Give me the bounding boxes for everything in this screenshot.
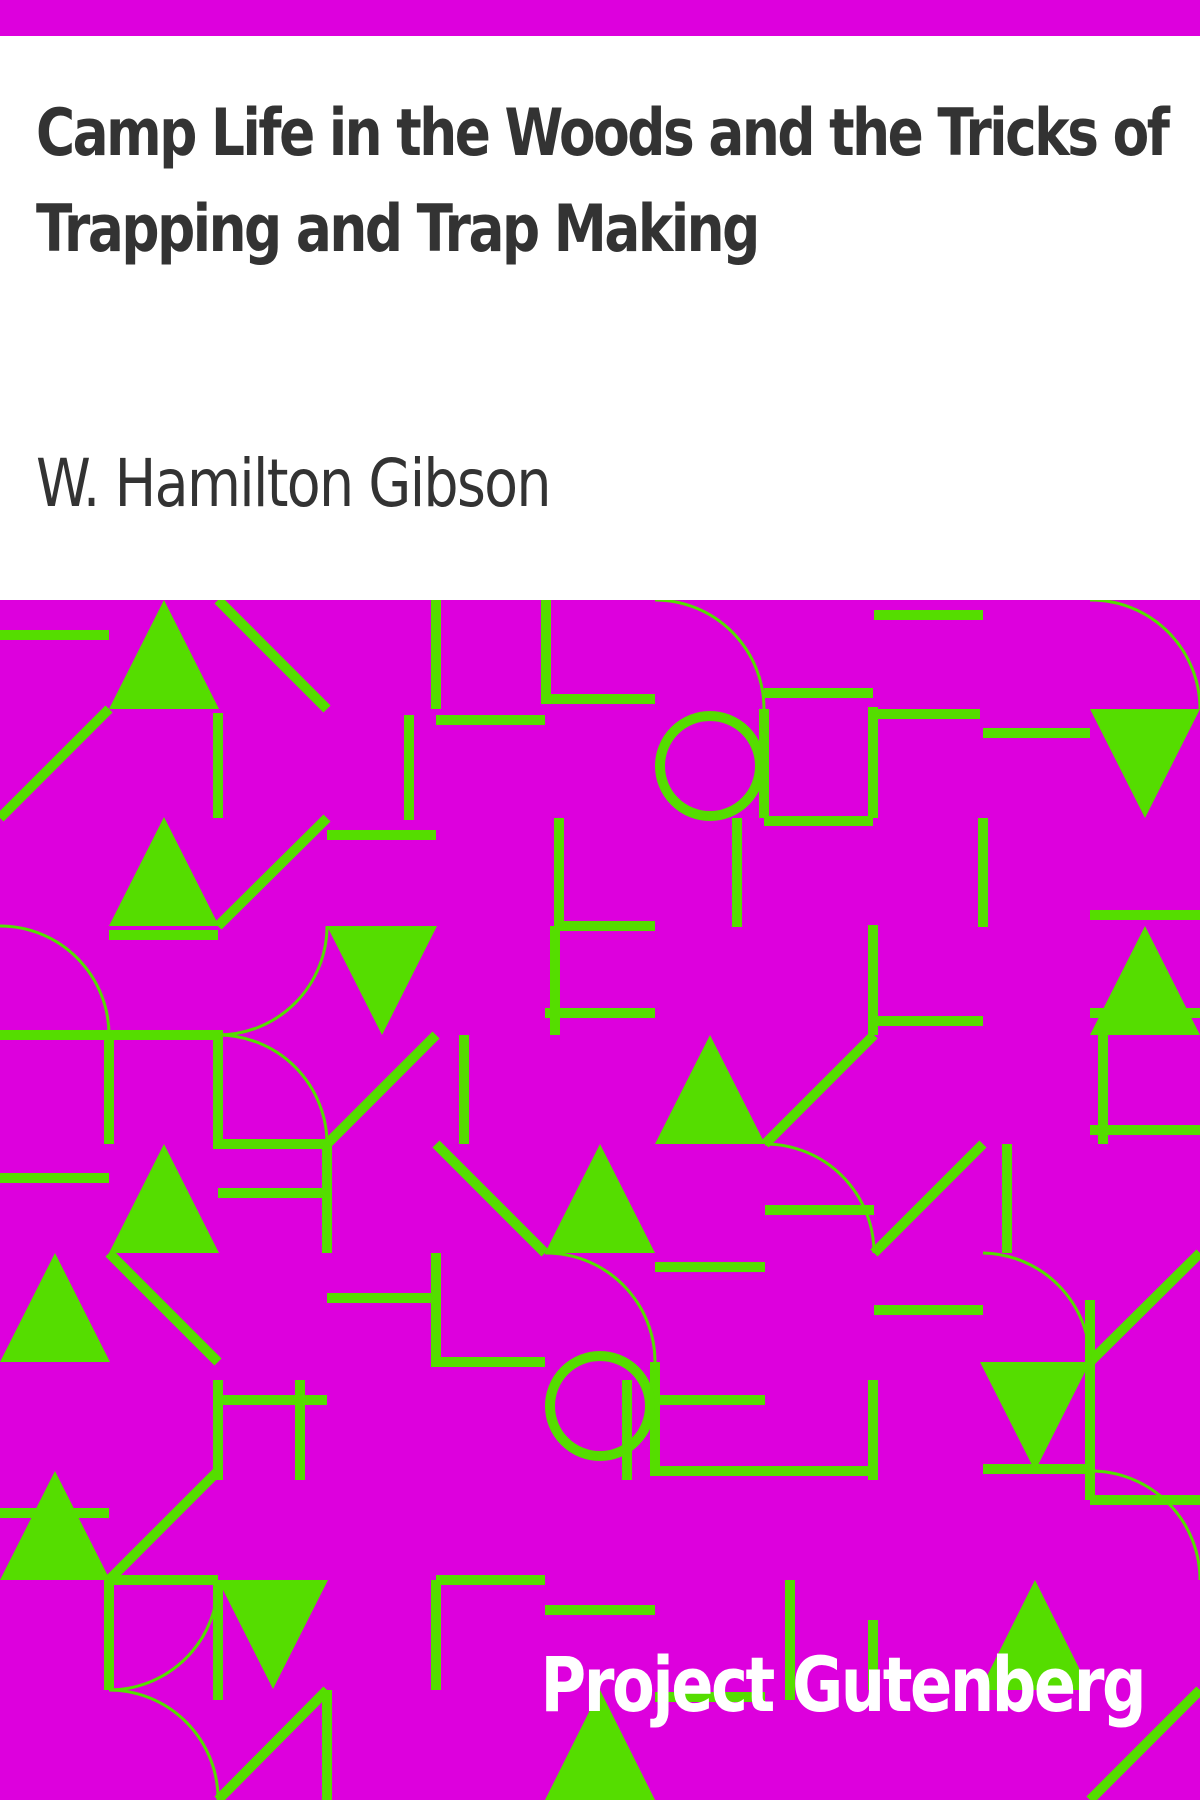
geometric-pattern bbox=[0, 600, 1200, 1800]
diagonal-line bbox=[214, 600, 331, 713]
corner-bracket bbox=[541, 600, 655, 704]
circle-icon bbox=[545, 1351, 655, 1461]
quarter-arc bbox=[764, 1142, 876, 1254]
publisher-name: Project Gutenberg bbox=[540, 1640, 1146, 1729]
title-block: Camp Life in the Woods and the Tricks of… bbox=[36, 86, 1170, 278]
triangle-up-icon bbox=[109, 600, 219, 709]
diagonal-line bbox=[105, 1467, 222, 1584]
quarter-arc bbox=[0, 924, 111, 1036]
triangle-up-icon bbox=[655, 1035, 765, 1144]
diagonal-line bbox=[761, 1031, 878, 1148]
triangle-down-icon bbox=[1090, 709, 1200, 818]
triangle-down-icon bbox=[218, 1580, 328, 1689]
quarter-arc bbox=[654, 600, 766, 710]
triangle-up-icon bbox=[980, 1580, 1090, 1690]
quarter-arc bbox=[108, 1688, 220, 1800]
diagonal-line bbox=[870, 1140, 987, 1257]
corner-bracket bbox=[431, 1253, 545, 1367]
triangle-up-icon bbox=[109, 1144, 219, 1253]
book-title-line-1: Camp Life in the Woods and the Tricks of bbox=[36, 96, 1170, 171]
triangle-up-icon bbox=[1090, 926, 1200, 1035]
diagonal-line bbox=[1086, 1686, 1200, 1800]
quarter-arc bbox=[217, 1033, 329, 1145]
book-author: W. Hamilton Gibson bbox=[36, 445, 552, 522]
quarter-arc bbox=[544, 1251, 657, 1363]
diagonal-line bbox=[214, 814, 331, 930]
triangle-down-icon bbox=[980, 1362, 1090, 1471]
cover-pattern: Project Gutenberg bbox=[0, 600, 1200, 1800]
triangle-up-icon bbox=[109, 817, 219, 926]
diagonal-line bbox=[214, 1686, 331, 1800]
diagonal-line bbox=[1086, 1249, 1200, 1366]
triangle-up-icon bbox=[545, 1690, 655, 1800]
triangle-up-icon bbox=[0, 1471, 110, 1580]
triangle-down-icon bbox=[327, 926, 437, 1035]
diagonal-line bbox=[105, 1249, 222, 1366]
corner-bracket bbox=[650, 1362, 874, 1476]
quarter-arc bbox=[1089, 1469, 1200, 1581]
triangle-up-icon bbox=[0, 1253, 110, 1362]
top-color-band bbox=[0, 0, 1200, 36]
circle-icon bbox=[655, 711, 765, 821]
quarter-arc bbox=[108, 1579, 220, 1692]
quarter-arc bbox=[982, 1251, 1092, 1363]
quarter-arc bbox=[217, 925, 329, 1037]
triangle-up-icon bbox=[545, 1144, 655, 1253]
diagonal-line bbox=[432, 1140, 549, 1257]
book-title-line-2: Trapping and Trap Making bbox=[36, 192, 760, 267]
diagonal-line bbox=[0, 705, 113, 822]
quarter-arc bbox=[1090, 600, 1200, 710]
diagonal-line bbox=[323, 1031, 440, 1148]
corner-bracket bbox=[104, 1575, 218, 1690]
